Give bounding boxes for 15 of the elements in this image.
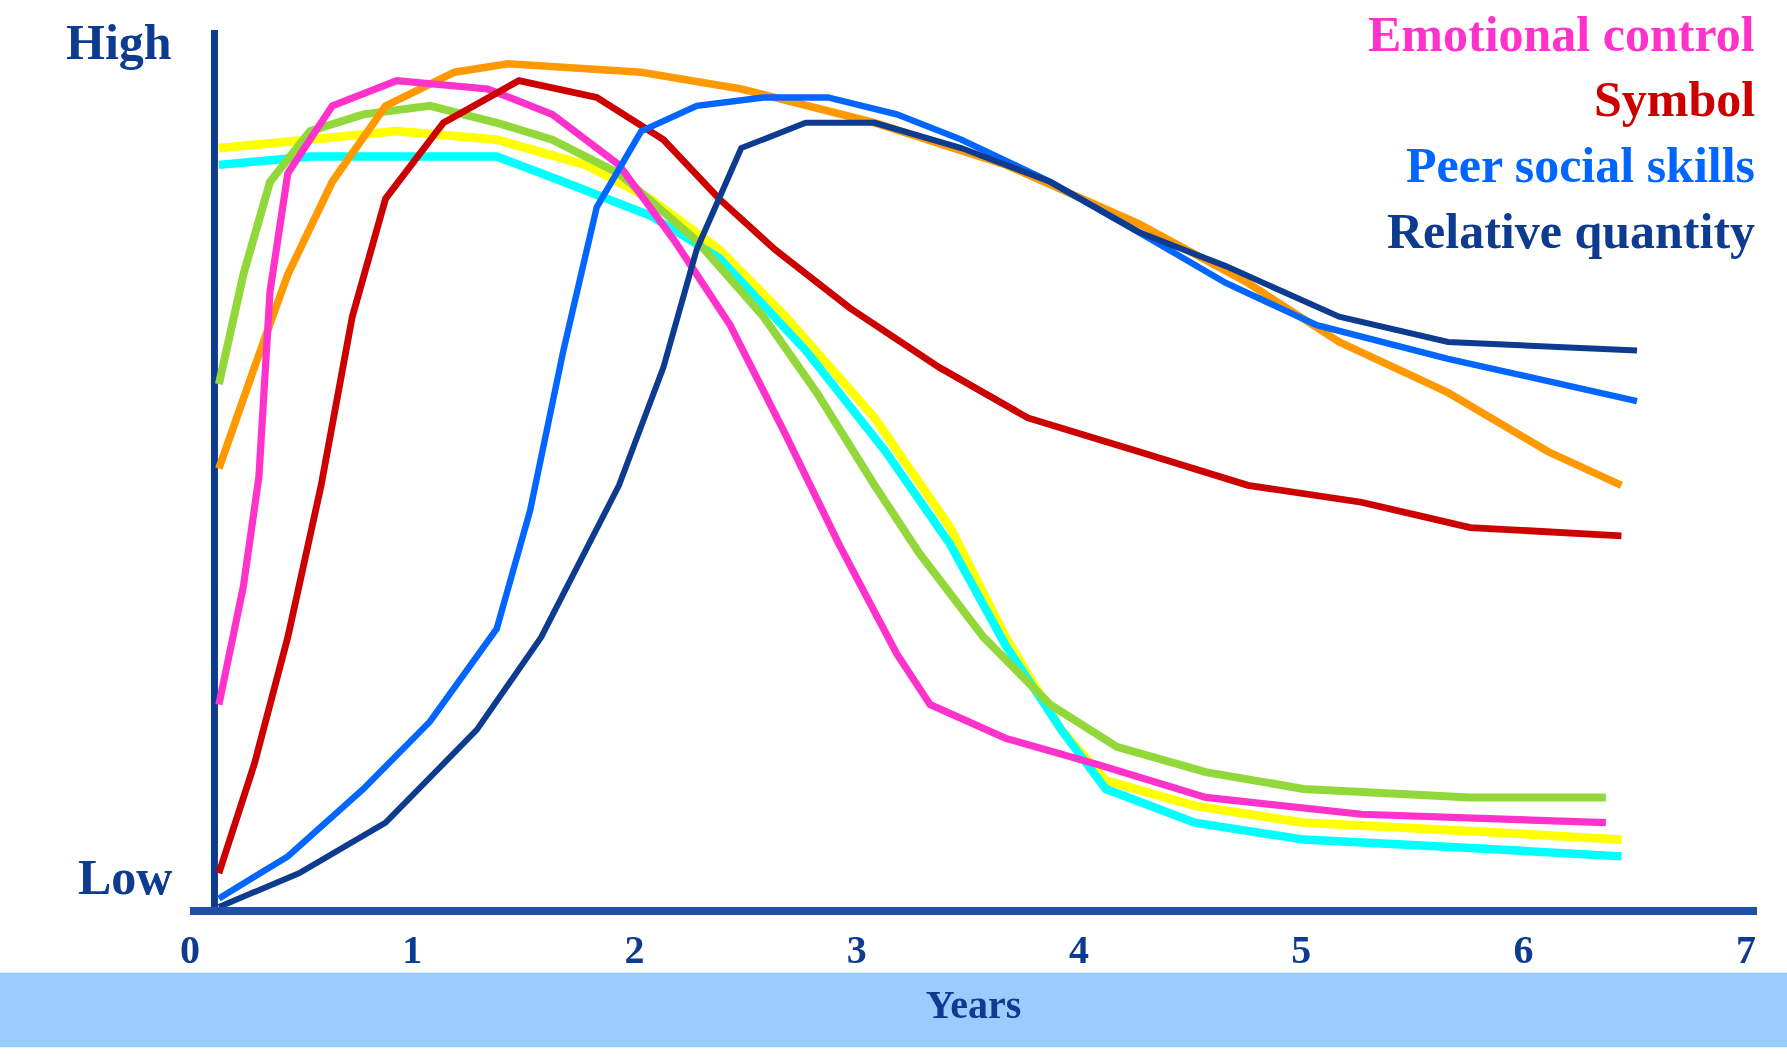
text: Low: [78, 849, 173, 905]
x-tick-label: 2: [624, 927, 645, 972]
x-tick-label: 6: [1513, 927, 1534, 972]
x-tick-label: 7: [1735, 927, 1756, 972]
series-label: Relative quantity: [1387, 203, 1756, 259]
x-tick-label: 1: [402, 927, 423, 972]
text: Emotional control: [1368, 6, 1755, 62]
x-tick-label: 5: [1291, 927, 1312, 972]
x-tick-label: 3: [846, 927, 867, 972]
x-axis-title: Years: [925, 982, 1022, 1027]
x-tick-label: 0: [180, 927, 200, 972]
text: Symbol: [1594, 71, 1756, 127]
text: High: [66, 14, 172, 70]
x-tick-label: 4: [1069, 927, 1090, 972]
text: Peer social skills: [1406, 137, 1756, 193]
